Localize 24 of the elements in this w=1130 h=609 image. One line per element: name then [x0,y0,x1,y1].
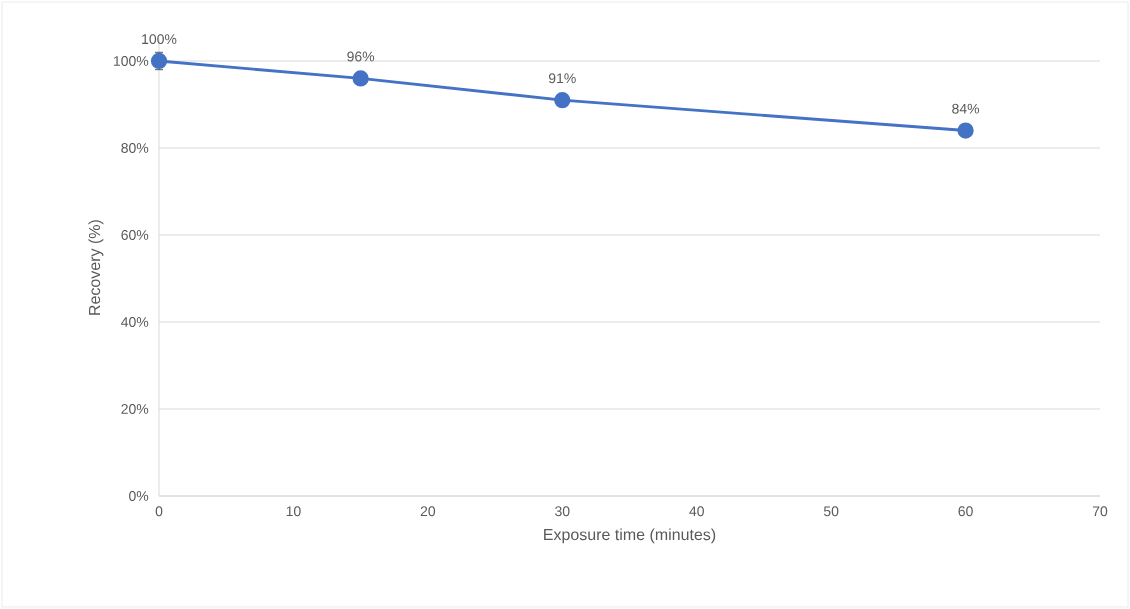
y-axis-title: Recovery (%) [88,220,104,315]
x-tick-label: 40 [689,506,704,517]
point [352,70,369,87]
point [554,92,571,109]
y-tick-label: 60% [121,230,149,240]
x-tick-label: 30 [555,506,570,517]
x-tick-label: 70 [1092,506,1108,517]
x-tick-label: 0 [155,506,163,517]
y-tick-label: 40% [121,317,149,327]
x-tick-label: 60 [958,506,973,517]
y-tick-label: 80% [121,143,149,153]
y-tick-label: 100% [114,56,149,66]
point [150,52,168,70]
x-tick-label: 20 [420,506,436,517]
data-label: 91% [548,73,576,84]
x-axis-title: Exposure time (minutes) [544,528,716,544]
data-label: 84% [952,103,980,114]
data-label: 100% [142,34,177,45]
y-tick-label: 20% [121,404,149,414]
data-label: 96% [347,51,375,62]
x-tick-label: 10 [286,506,301,517]
x-tick-label: 50 [823,506,839,517]
point [957,122,974,139]
y-tick-label: 0% [129,491,149,501]
